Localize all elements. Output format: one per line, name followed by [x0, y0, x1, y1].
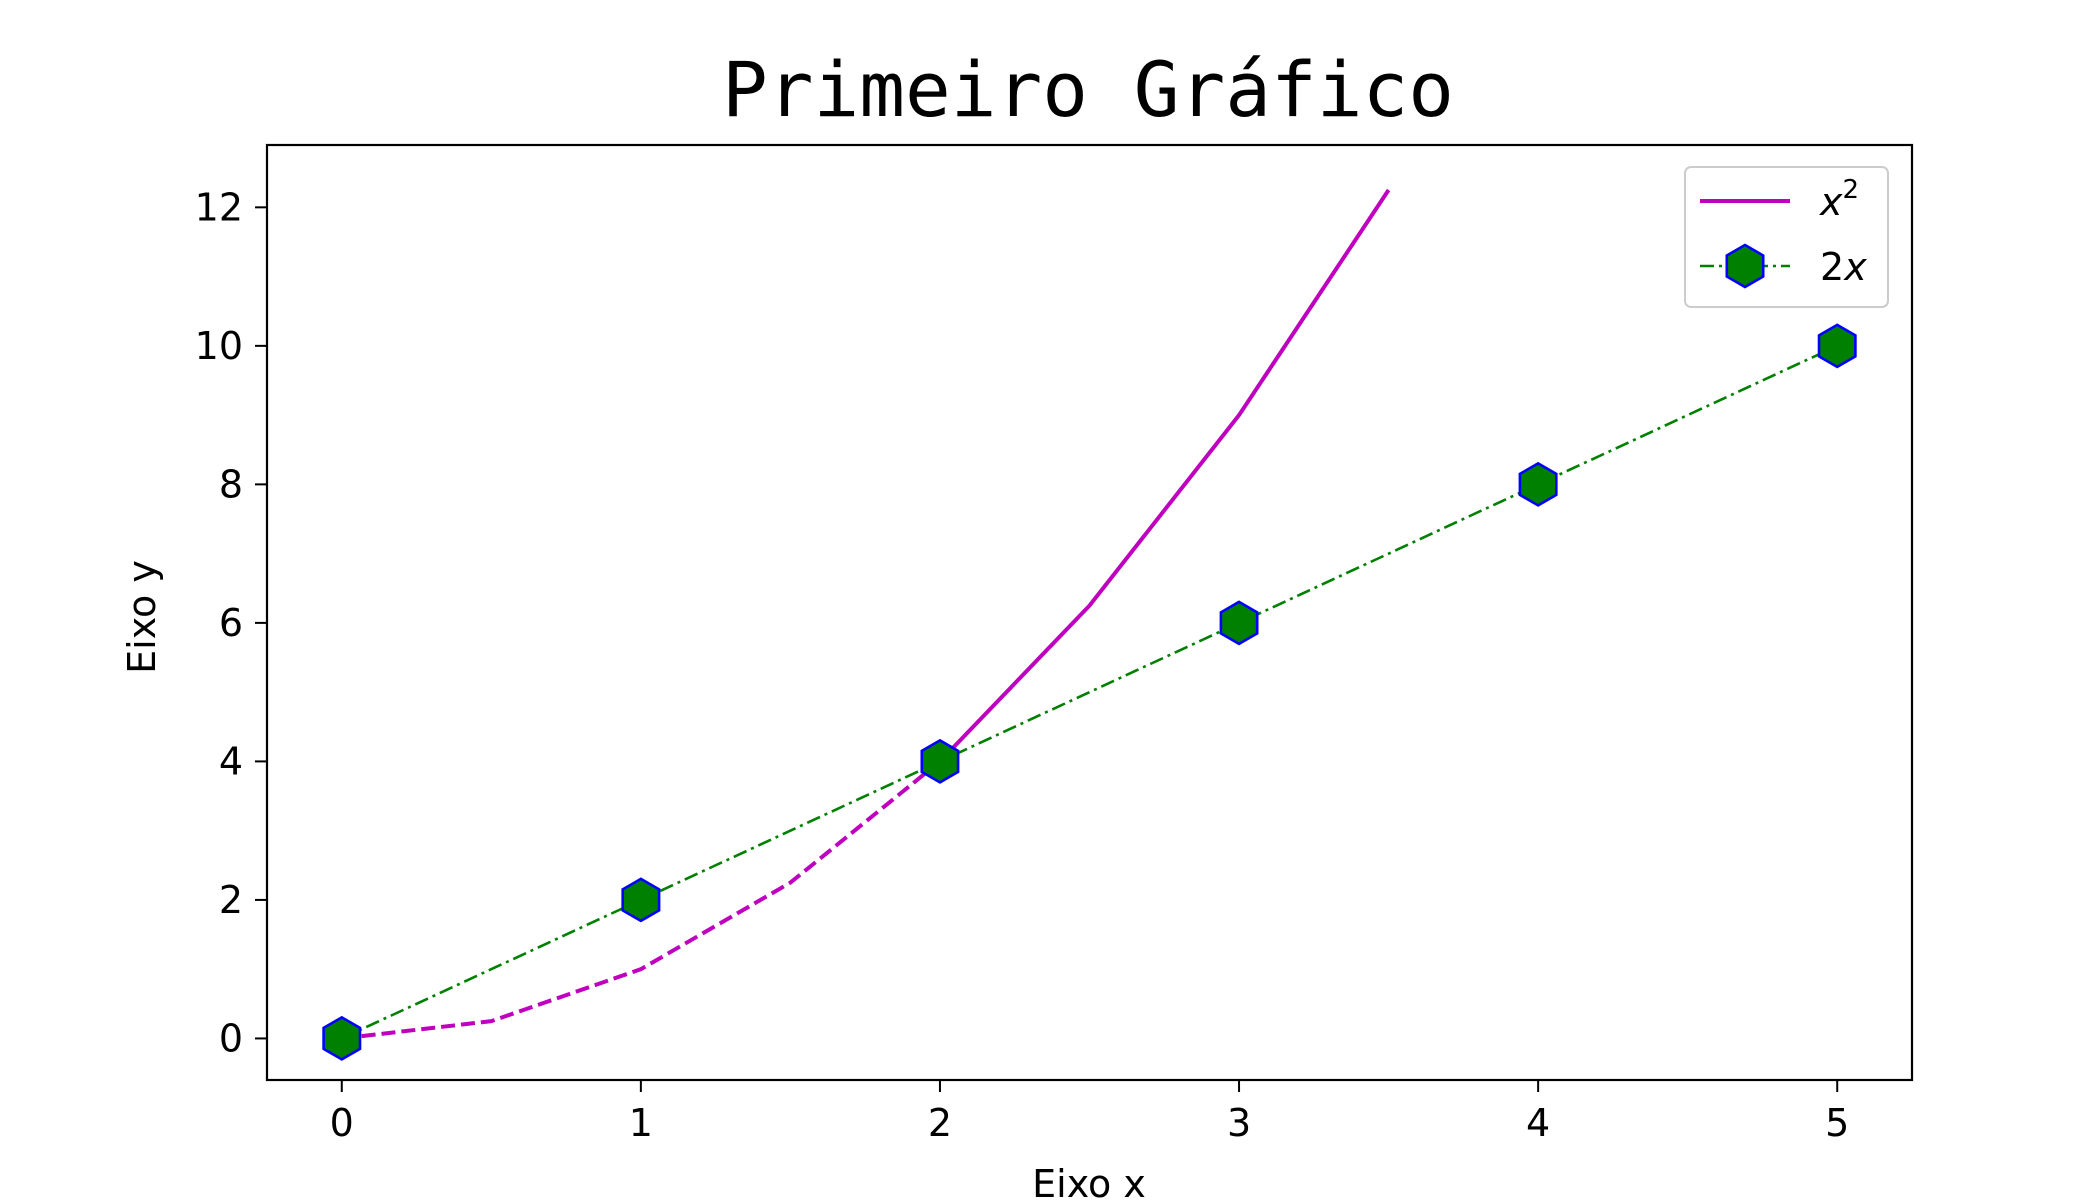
y-tick-label: 0 — [219, 1016, 243, 1060]
y-tick-label: 10 — [195, 324, 243, 368]
x-tick-label: 1 — [629, 1101, 653, 1145]
y-tick-label: 4 — [219, 739, 243, 783]
legend-label-2x: 2x — [1820, 245, 1867, 289]
legend-label-x-squared: x2 — [1819, 175, 1859, 224]
x-tick-label: 4 — [1526, 1101, 1550, 1145]
y-tick-label: 12 — [195, 185, 243, 229]
x-tick-label: 2 — [928, 1101, 952, 1145]
x-axis-label: Eixo x — [1032, 1162, 1146, 1200]
x-tick-label: 5 — [1825, 1101, 1849, 1145]
plot-area — [322, 188, 1857, 1061]
y-axis-label: Eixo y — [120, 560, 164, 674]
chart-title: Primeiro Gráfico — [722, 45, 1454, 134]
series-2x-point — [920, 738, 960, 784]
legend-marker-hexagon-icon — [1725, 243, 1765, 289]
y-tick-label: 2 — [219, 878, 243, 922]
legend: x2 2x — [1684, 166, 1889, 308]
y-tick-label: 8 — [219, 462, 243, 506]
series-2x-point — [1518, 461, 1558, 507]
series-2x-point — [1219, 600, 1259, 646]
series-x-squared-segment-1 — [938, 188, 1391, 763]
series-x-squared-segment-0 — [341, 759, 942, 1041]
x-axis: 0 1 2 3 4 5 — [330, 1080, 1849, 1145]
x-tick-label: 3 — [1227, 1101, 1251, 1145]
y-axis: 0 2 4 6 8 10 12 — [195, 185, 267, 1060]
plot-frame — [265, 143, 1914, 1082]
x-tick-label: 0 — [330, 1101, 354, 1145]
series-2x-line — [341, 344, 1838, 1040]
series-2x-point — [621, 877, 661, 923]
series-2x-point — [322, 1015, 362, 1061]
series-2x-point — [1817, 323, 1857, 369]
y-tick-label: 6 — [219, 601, 243, 645]
